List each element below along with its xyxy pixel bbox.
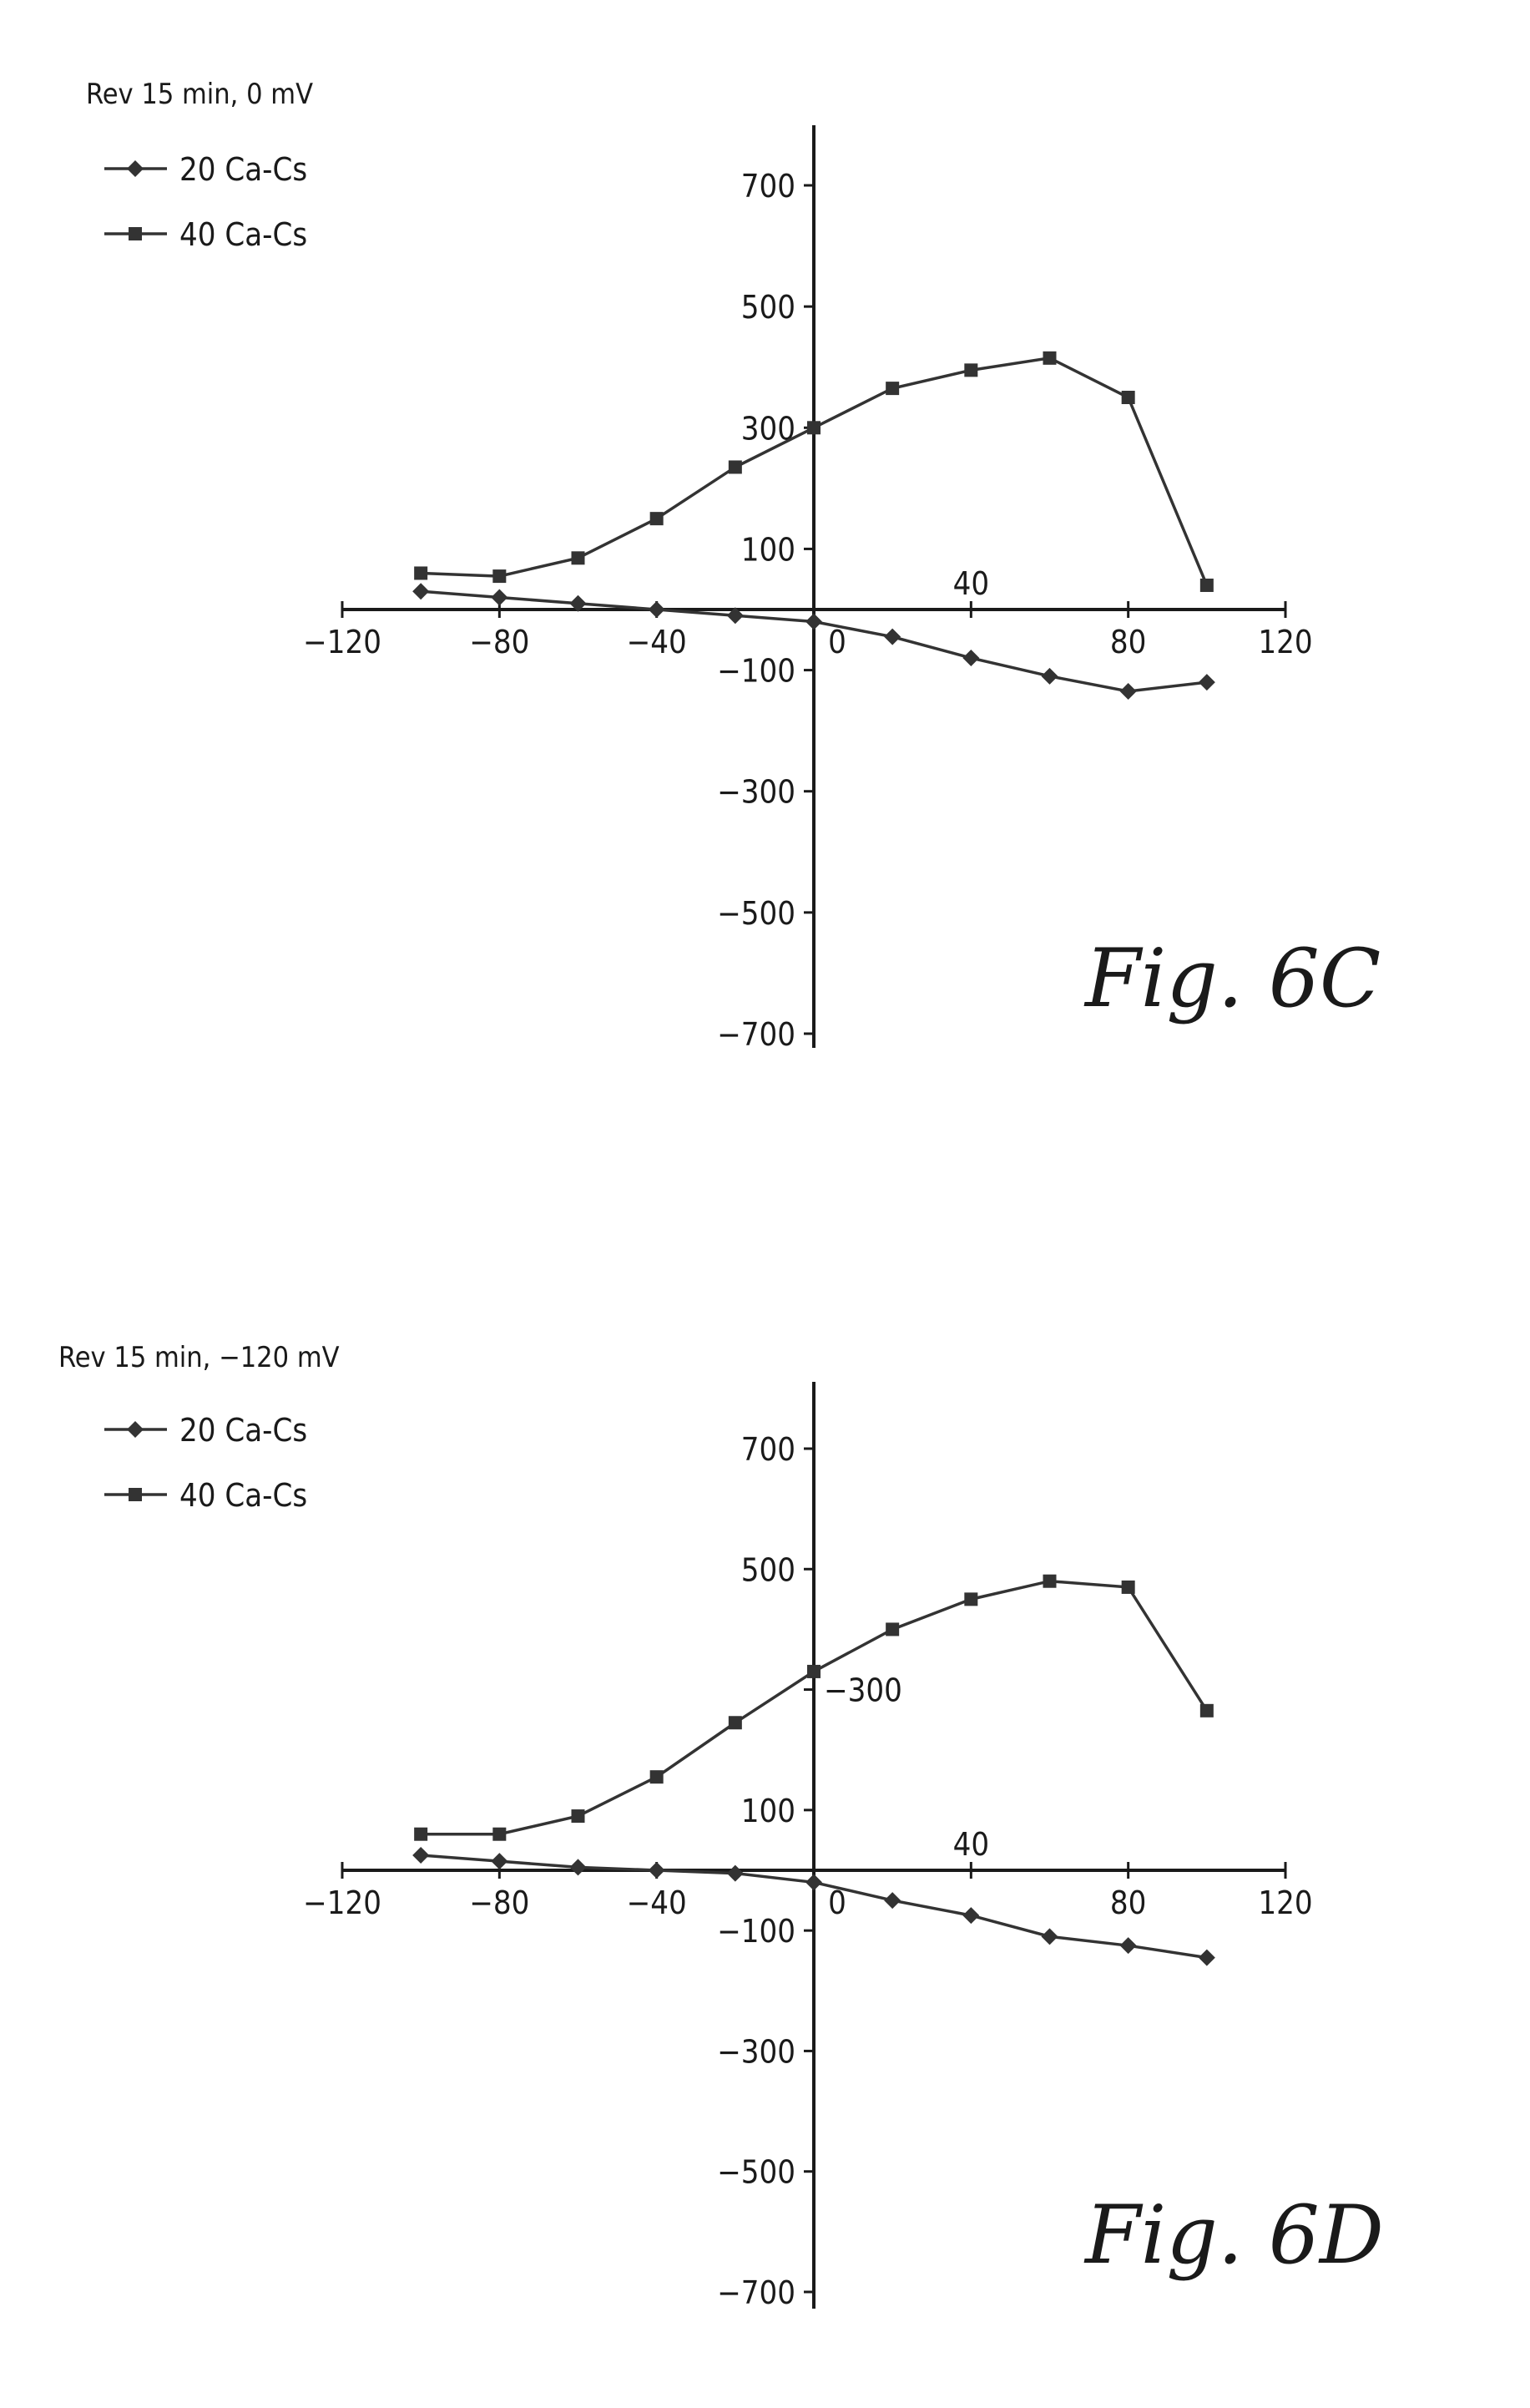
legend-title: Rev 15 min, −120 mV — [58, 1341, 340, 1374]
legend-marker — [127, 1421, 144, 1438]
data-point — [1122, 391, 1135, 404]
y-tick-label: −500 — [717, 895, 795, 932]
data-point — [807, 421, 821, 434]
data-point — [964, 363, 977, 377]
legend-marker — [129, 1488, 142, 1501]
data-point — [727, 1865, 744, 1882]
y-tick-label: 700 — [741, 168, 795, 205]
data-point — [492, 1828, 506, 1841]
y-tick-label: −300 — [824, 1672, 902, 1709]
figure-caption: Fig. 6D — [1083, 2188, 1384, 2282]
y-tick-label: −100 — [717, 1913, 795, 1950]
y-tick-label: −100 — [717, 653, 795, 690]
data-point — [412, 583, 429, 599]
data-point — [1200, 579, 1214, 592]
data-point — [884, 629, 901, 645]
x-tick-label: 80 — [1110, 1884, 1147, 1921]
data-point — [1043, 1575, 1057, 1588]
data-point — [729, 1716, 742, 1729]
legend-marker — [129, 227, 142, 240]
data-point — [886, 382, 899, 395]
x-tick-label: −40 — [627, 1884, 687, 1921]
y-tick-label: 500 — [741, 289, 795, 326]
data-point — [572, 1809, 585, 1823]
y-tick-label: −300 — [717, 2033, 795, 2070]
legend-label: 40 Ca-Cs — [179, 216, 307, 253]
data-point — [650, 1770, 664, 1783]
x-tick-label: 120 — [1258, 1884, 1312, 1921]
data-point — [1199, 674, 1215, 691]
data-point — [649, 601, 665, 618]
x-tick-label: 120 — [1258, 624, 1312, 660]
data-point — [414, 1828, 427, 1841]
data-point — [1043, 352, 1057, 365]
data-point — [1122, 1581, 1135, 1594]
x-tick-label: −80 — [469, 624, 529, 660]
y-tick-label: 100 — [741, 1793, 795, 1829]
y-tick-label: 100 — [741, 531, 795, 568]
data-point — [884, 1892, 901, 1909]
data-point — [414, 566, 427, 579]
legend-marker — [127, 160, 144, 177]
data-point — [729, 460, 742, 473]
data-point — [1199, 1950, 1215, 1966]
y-tick-label: −300 — [717, 774, 795, 811]
y-tick-label: −700 — [717, 1016, 795, 1053]
y-tick-label: −500 — [717, 2154, 795, 2191]
legend-title: Rev 15 min, 0 mV — [86, 78, 313, 111]
y-tick-label: 700 — [741, 1431, 795, 1468]
data-point — [805, 614, 822, 630]
y-tick-label: −700 — [717, 2274, 795, 2311]
data-point — [805, 1874, 822, 1890]
data-point — [570, 1859, 587, 1875]
data-point — [1200, 1704, 1214, 1717]
data-point — [491, 589, 507, 605]
data-point — [1042, 1928, 1058, 1945]
x-tick-label: 40 — [953, 565, 990, 602]
data-point — [650, 512, 664, 525]
x-tick-label: 40 — [953, 1826, 990, 1863]
legend-label: 20 Ca-Cs — [179, 1412, 307, 1449]
data-point — [572, 551, 585, 564]
y-tick-label: 500 — [741, 1551, 795, 1588]
data-point — [964, 1592, 977, 1606]
data-point — [962, 650, 979, 666]
chart-fig-6d: Rev 15 min, −120 mV Fig. 6D −120−80−4004… — [58, 1341, 1384, 2311]
data-point — [1120, 1937, 1137, 1954]
data-point — [807, 1665, 821, 1678]
data-point — [492, 569, 506, 583]
data-point — [412, 1847, 429, 1864]
x-tick-label: −40 — [627, 624, 687, 660]
data-point — [886, 1622, 899, 1636]
data-point — [1120, 683, 1137, 700]
legend-label: 20 Ca-Cs — [179, 151, 307, 188]
legend-label: 40 Ca-Cs — [179, 1477, 307, 1514]
chart-fig-6c: Rev 15 min, 0 mV Fig. 6C −120 −80 −40 0 40 80… — [86, 78, 1381, 1053]
x-tick-label: 80 — [1110, 624, 1147, 660]
x-tick-label: −120 — [303, 624, 381, 660]
figure-caption: Fig. 6C — [1083, 932, 1381, 1025]
data-point — [1042, 668, 1058, 685]
data-point — [649, 1862, 665, 1879]
data-point — [962, 1907, 979, 1924]
x-tick-label: −120 — [303, 1884, 381, 1921]
x-tick-label: −80 — [469, 1884, 529, 1921]
x-tick-label: 0 — [828, 624, 846, 660]
data-point — [491, 1853, 507, 1869]
